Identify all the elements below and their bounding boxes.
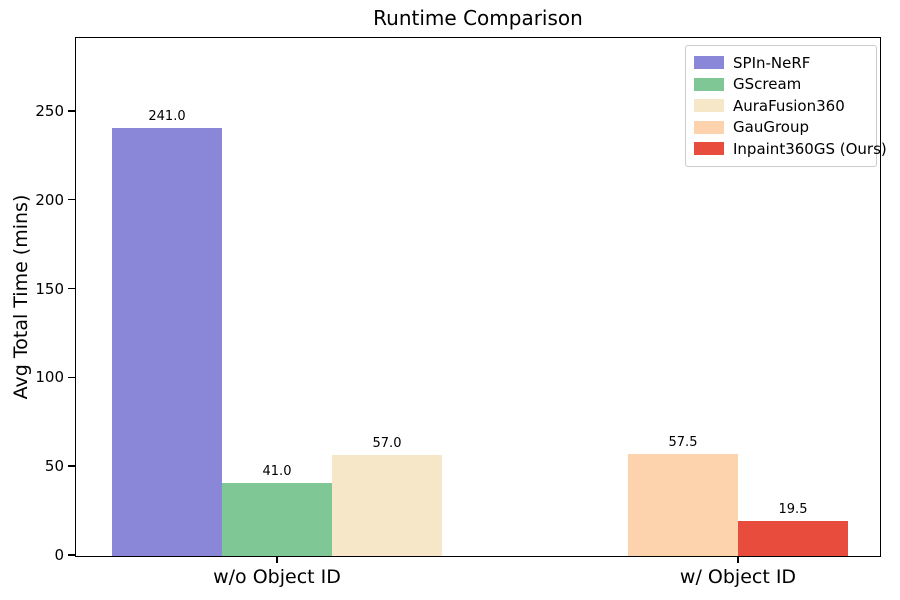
bar-gaugroup [628, 453, 738, 556]
legend: SPIn-NeRF GScream AuraFusion360 GauGroup Inp… [685, 45, 887, 167]
y-tick-mark [68, 376, 75, 379]
bar-value-label: 19.5 [778, 502, 808, 518]
legend-label: GauGroup [733, 118, 809, 137]
legend-swatch-icon [694, 77, 724, 91]
x-tick-label-w-object-id: w/ Object ID [679, 566, 797, 588]
bar-aurafusion360 [332, 454, 442, 556]
legend-item-aurafusion360: AuraFusion360 [694, 95, 870, 117]
legend-label: GScream [733, 75, 802, 94]
y-tick-label: 200 [35, 190, 64, 209]
bar-inpaint360gs-ours [738, 521, 848, 556]
x-tick-mark [276, 556, 278, 563]
y-tick-mark [68, 198, 75, 201]
x-tick-label-w-o-object-id: w/o Object ID [213, 566, 341, 588]
y-tick-label: 250 [35, 101, 64, 120]
bar-value-label: 41.0 [262, 464, 292, 480]
y-tick-label: 50 [44, 457, 64, 476]
legend-label: AuraFusion360 [733, 96, 845, 115]
legend-swatch-icon [694, 56, 724, 70]
x-tick-mark [737, 556, 739, 563]
y-tick-label: 0 [54, 546, 64, 564]
legend-label: SPIn-NeRF [733, 53, 811, 72]
chart-title: Runtime Comparison [373, 6, 583, 30]
y-tick-label: 100 [35, 368, 64, 387]
legend-swatch-icon [694, 142, 724, 156]
bar-gscream [222, 483, 332, 556]
plot-area: 0 50 100 150 200 250 241.0 41.0 57.0 57.5 19.5 w/… [35, 37, 887, 588]
legend-item-spin-nerf: SPIn-NeRF [694, 52, 870, 74]
legend-item-gaugroup: GauGroup [694, 117, 870, 139]
legend-label: Inpaint360GS (Ours) [733, 139, 887, 158]
legend-swatch-icon [694, 99, 724, 113]
y-tick-mark [68, 110, 75, 112]
y-tick-mark [68, 287, 75, 290]
bar-value-label: 57.5 [668, 434, 698, 450]
y-tick-label: 150 [35, 279, 64, 298]
bar-value-label: 241.0 [148, 108, 186, 124]
y-tick-mark [68, 465, 75, 467]
y-tick-mark [68, 554, 75, 556]
legend-item-inpaint360gs-ours: Inpaint360GS (Ours) [694, 138, 887, 160]
bar-value-label: 57.0 [372, 435, 402, 451]
legend-swatch-icon [694, 120, 724, 134]
bar-spin-nerf [112, 127, 222, 556]
legend-item-gscream: GScream [694, 74, 870, 96]
